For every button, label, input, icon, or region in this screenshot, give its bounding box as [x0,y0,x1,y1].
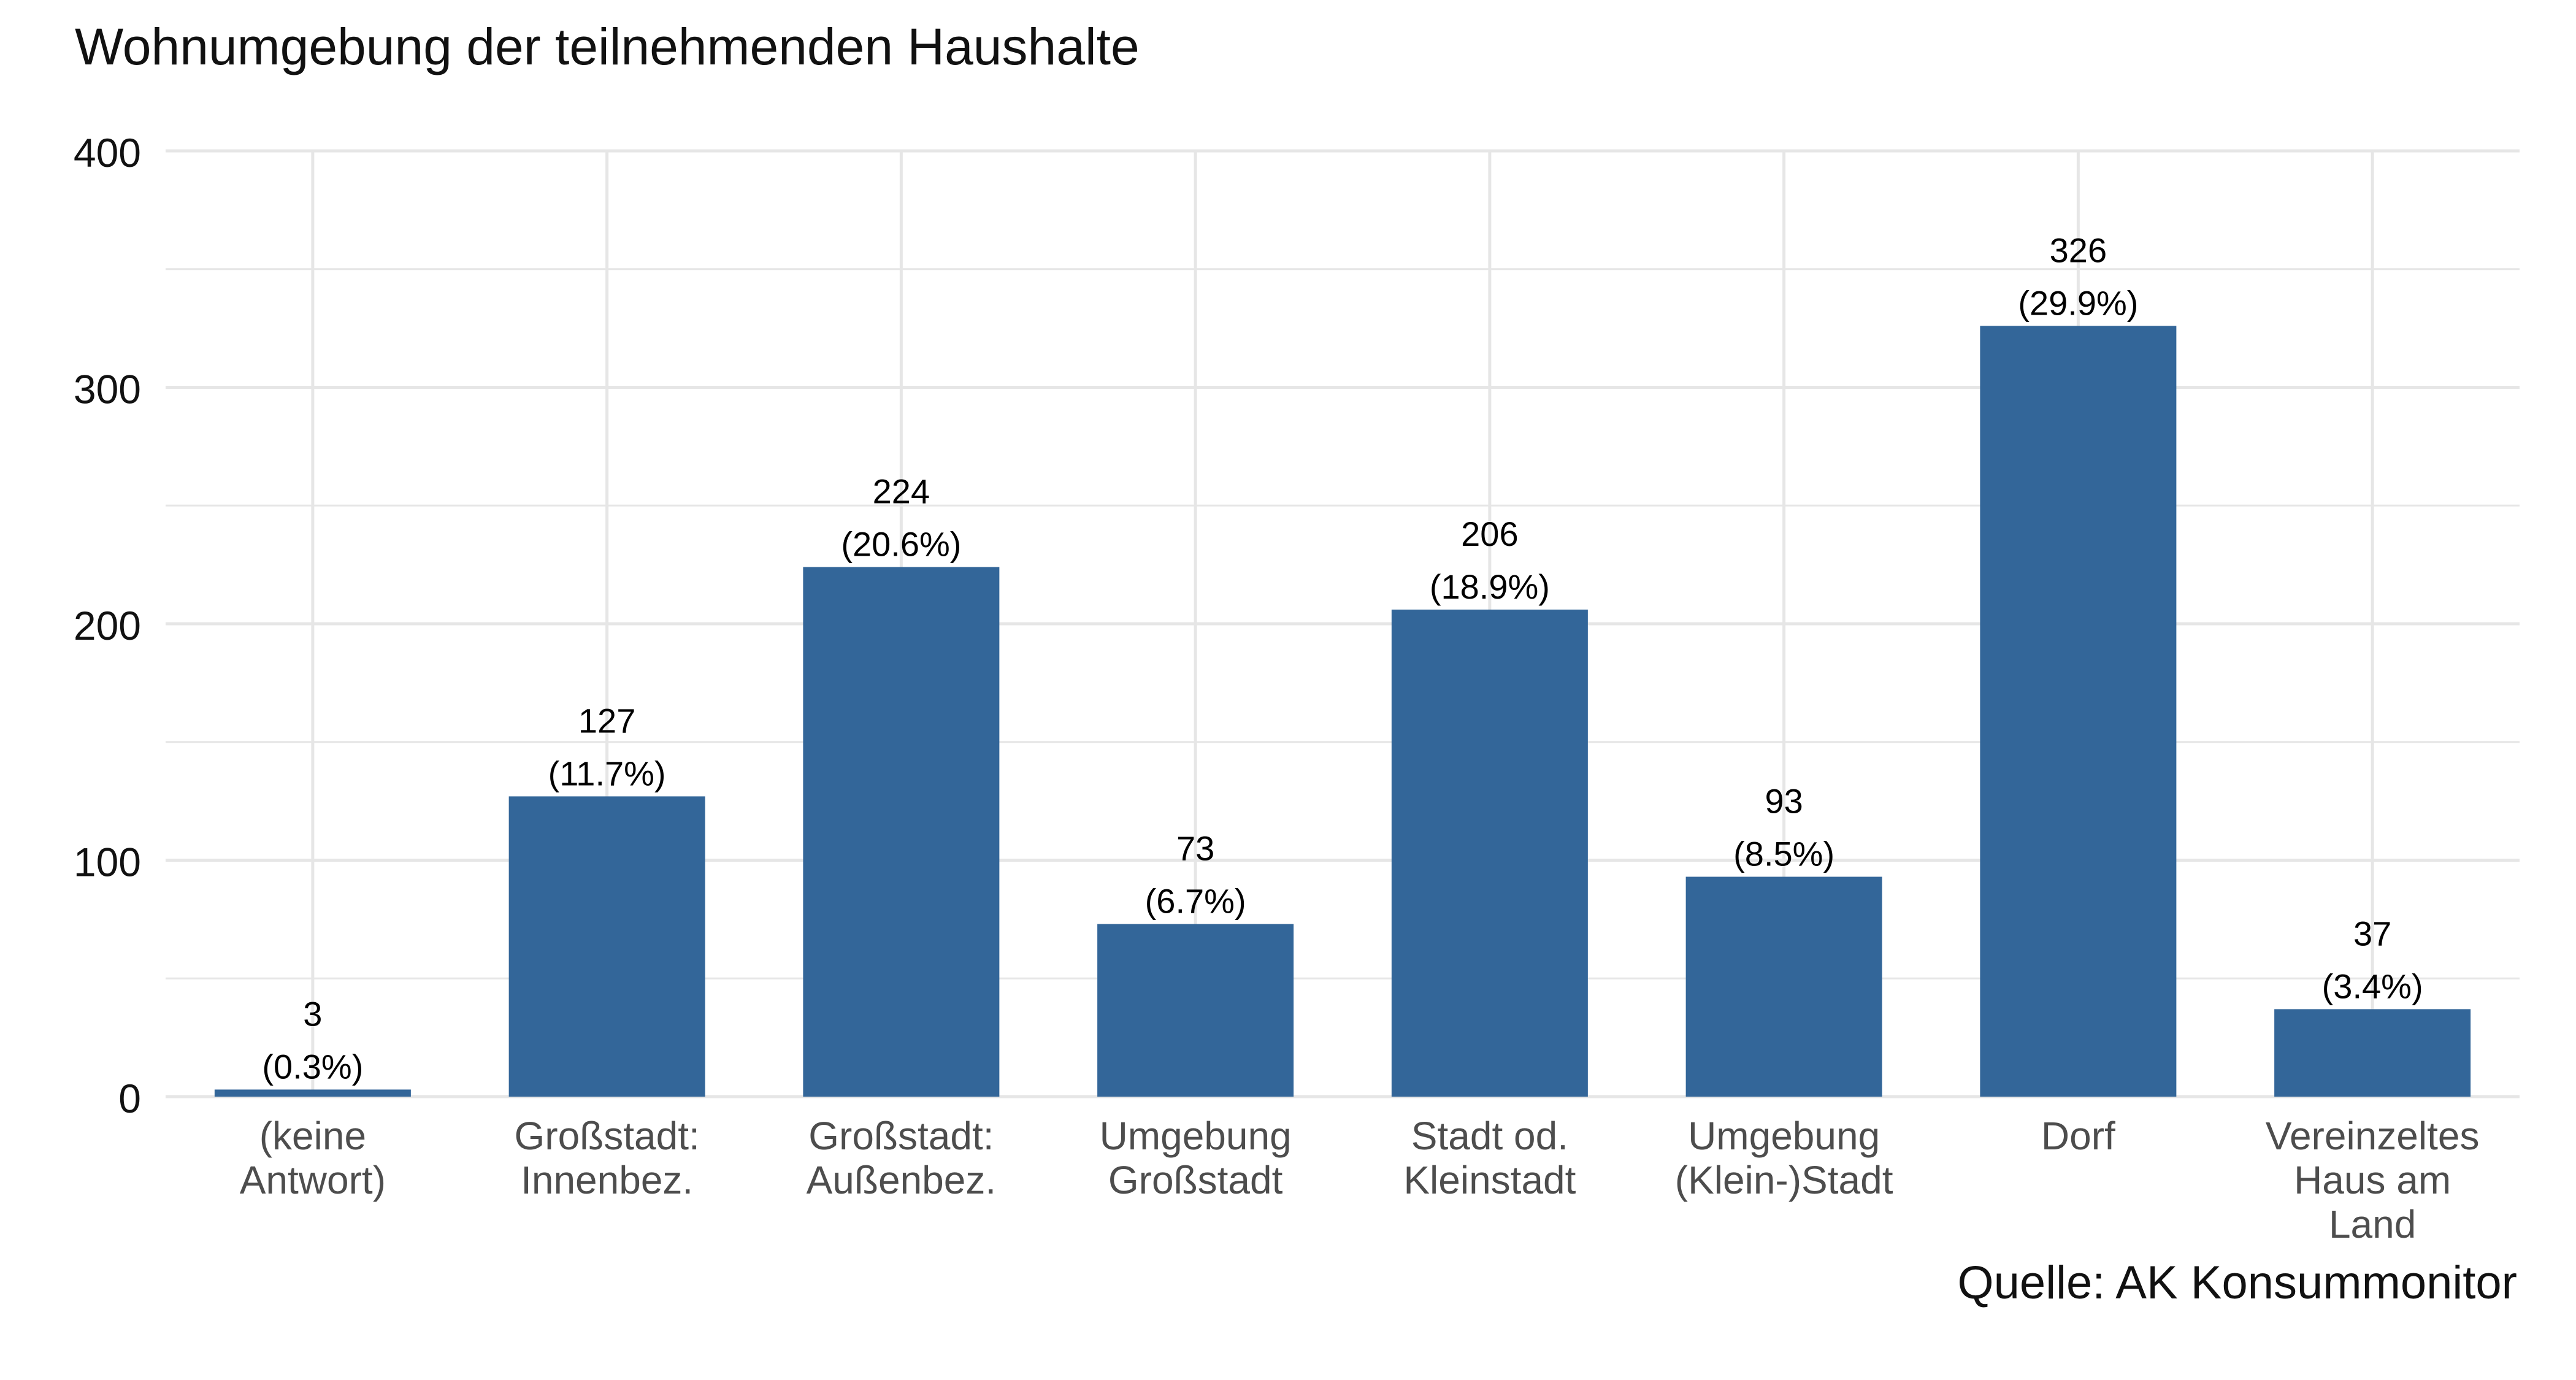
bar [1980,326,2177,1097]
bar [214,1089,411,1097]
bar-value-label: 3 [303,994,322,1033]
chart-title: Wohnumgebung der teilnehmenden Haushalte [75,18,1140,75]
bar [1685,876,1882,1097]
x-tick-label: Innenbez. [521,1158,693,1202]
y-tick-label: 200 [74,603,141,648]
y-tick-label: 100 [74,840,141,885]
bar-percent-label: (18.9%) [1430,567,1550,606]
y-tick-label: 300 [74,367,141,412]
x-tick-label: (Klein-)Stadt [1675,1158,1893,1202]
bar-value-label: 224 [873,472,930,510]
x-tick-label: Großstadt [1108,1158,1283,1202]
x-tick-label: Haus am [2294,1158,2451,1202]
x-tick-label: Außenbez. [807,1158,997,1202]
x-tick-label: Umgebung [1688,1114,1880,1158]
bar [1391,609,1588,1097]
bar-value-label: 206 [1461,515,1518,553]
y-tick-label: 400 [74,130,141,175]
x-tick-label: Kleinstadt [1403,1158,1576,1202]
bar-percent-label: (0.3%) [262,1047,363,1086]
bar-percent-label: (8.5%) [1733,834,1834,873]
bar-value-label: 37 [2353,914,2391,953]
bar [803,567,1000,1097]
x-tick-label: Großstadt: [808,1114,994,1158]
x-tick-label: Land [2329,1202,2416,1246]
bar-percent-label: (29.9%) [2018,283,2138,322]
bar-percent-label: (6.7%) [1145,882,1246,921]
bar-value-label: 73 [1176,829,1214,868]
bar-percent-label: (3.4%) [2322,967,2423,1005]
x-tick-label: Antwort) [240,1158,386,1202]
bar-value-label: 127 [578,701,635,740]
x-tick-label: Umgebung [1100,1114,1292,1158]
x-tick-label: Dorf [2041,1114,2115,1158]
bar-value-label: 93 [1765,781,1803,820]
bar-value-label: 326 [2050,231,2107,269]
x-tick-label: Vereinzeltes [2266,1114,2480,1158]
x-tick-label: Großstadt: [514,1114,699,1158]
bar [2274,1009,2471,1097]
bar [508,796,705,1097]
y-tick-label: 0 [118,1076,141,1121]
x-tick-label: Stadt od. [1411,1114,1568,1158]
x-tick-label: (keine [259,1114,366,1158]
source-caption: Quelle: AK Konsummonitor [1957,1257,2517,1309]
bar-percent-label: (20.6%) [841,524,961,563]
bar-percent-label: (11.7%) [548,754,666,792]
bar [1097,924,1294,1097]
